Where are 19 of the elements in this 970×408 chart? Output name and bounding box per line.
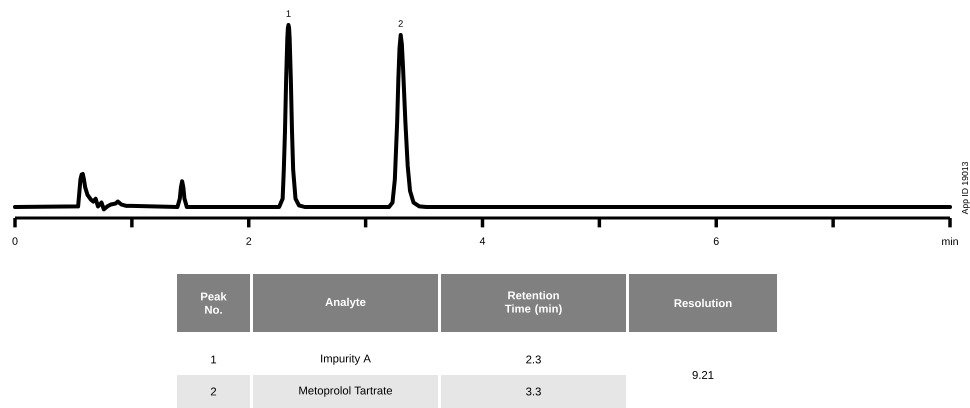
text: 1 — [211, 356, 216, 364]
x-tick-label: 0 — [12, 237, 18, 245]
x-tick-label: 4 — [480, 237, 486, 245]
text: Metoprolol Tartrate — [299, 386, 392, 397]
text: App ID 19013 — [962, 162, 970, 214]
x-tick-label: 6 — [714, 237, 719, 245]
annotation: 2 — [398, 20, 403, 27]
text: Peak No. — [201, 292, 227, 314]
text: Impurity A — [321, 354, 371, 365]
x-tick-label: min — [942, 237, 958, 246]
annotation: 1 — [286, 10, 291, 17]
text: 9.21 — [692, 371, 714, 379]
x-tick-label: 2 — [246, 237, 252, 245]
text: Resolution — [674, 298, 732, 308]
text: Analyte — [325, 298, 366, 308]
text: 3.3 — [526, 388, 541, 396]
text: 2.3 — [526, 356, 541, 364]
text: 2 — [210, 388, 216, 396]
text: Retention Time (min) — [504, 291, 562, 315]
